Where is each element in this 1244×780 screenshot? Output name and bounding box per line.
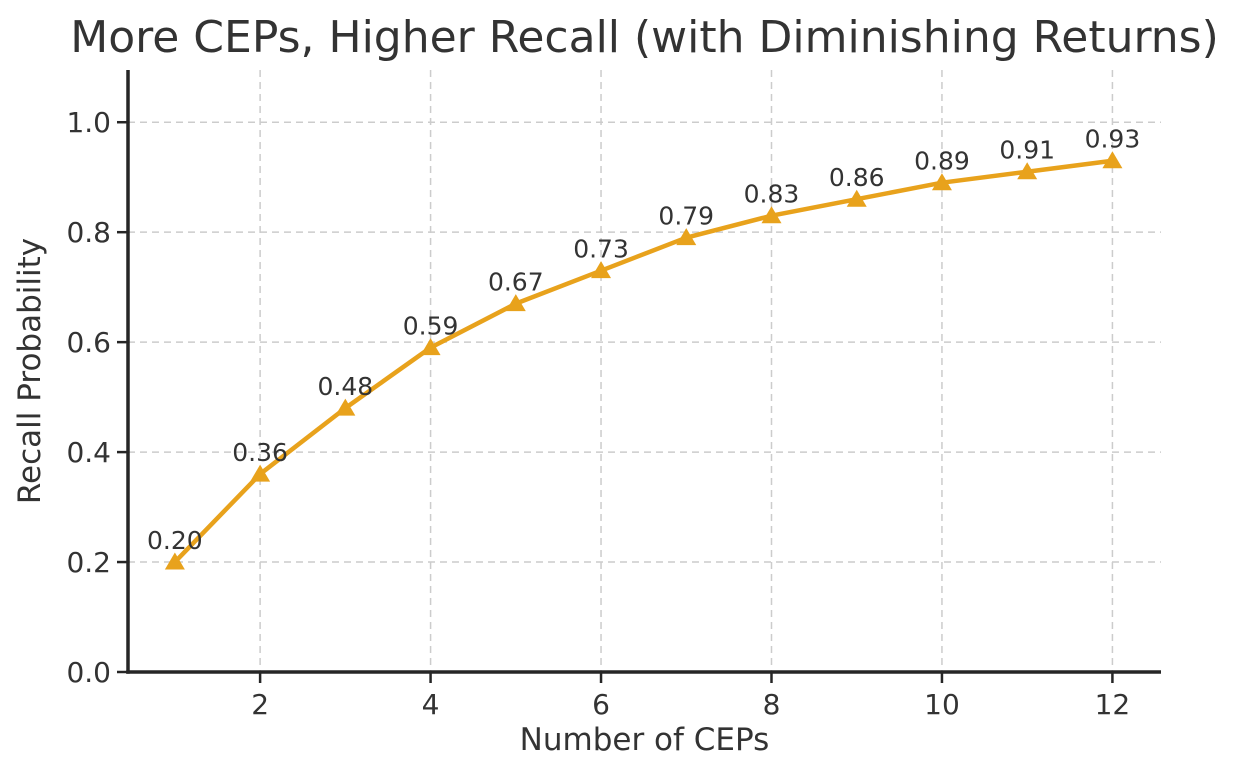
data-point-marker <box>846 189 867 207</box>
data-point-label: 0.48 <box>318 372 374 401</box>
data-point-label: 0.86 <box>829 163 885 192</box>
y-tick-label: 0.0 <box>66 656 111 689</box>
data-point-label: 0.20 <box>147 526 203 555</box>
x-tick-label: 4 <box>422 688 440 721</box>
x-tick-label: 10 <box>924 688 960 721</box>
data-point-marker <box>1102 151 1123 169</box>
data-point-label: 0.59 <box>403 312 459 341</box>
data-point-label: 0.89 <box>914 147 970 176</box>
data-line <box>172 158 1115 565</box>
data-point-marker <box>420 338 441 356</box>
data-point-marker <box>931 173 952 191</box>
data-point-label: 0.79 <box>658 202 714 231</box>
y-tick-label: 0.2 <box>66 546 111 579</box>
data-point-label: 0.67 <box>488 268 544 297</box>
y-tick-label: 0.4 <box>66 436 111 469</box>
x-tick-label: 12 <box>1095 688 1131 721</box>
data-point-marker <box>761 206 782 224</box>
y-tick-label: 0.6 <box>66 326 111 359</box>
data-point-marker <box>250 464 271 482</box>
x-tick-label: 2 <box>251 688 269 721</box>
data-point-marker <box>1017 162 1038 180</box>
x-axis-label: Number of CEPs <box>519 722 770 758</box>
data-point-label: 0.93 <box>1085 125 1141 154</box>
data-point-marker <box>505 294 526 312</box>
data-point-label: 0.91 <box>999 136 1055 165</box>
chart-title: More CEPs, Higher Recall (with Diminishi… <box>70 12 1219 63</box>
data-point-marker <box>591 261 612 279</box>
data-point-marker <box>335 398 356 416</box>
data-point-label: 0.73 <box>573 235 629 264</box>
x-tick-label: 8 <box>763 688 781 721</box>
y-tick-label: 0.8 <box>66 216 111 249</box>
data-point-marker <box>164 552 185 570</box>
y-tick-label: 1.0 <box>66 106 111 139</box>
x-tick-label: 6 <box>592 688 610 721</box>
data-point-label: 0.83 <box>744 180 800 209</box>
data-point-marker <box>676 228 697 246</box>
data-point-label: 0.36 <box>232 438 288 467</box>
